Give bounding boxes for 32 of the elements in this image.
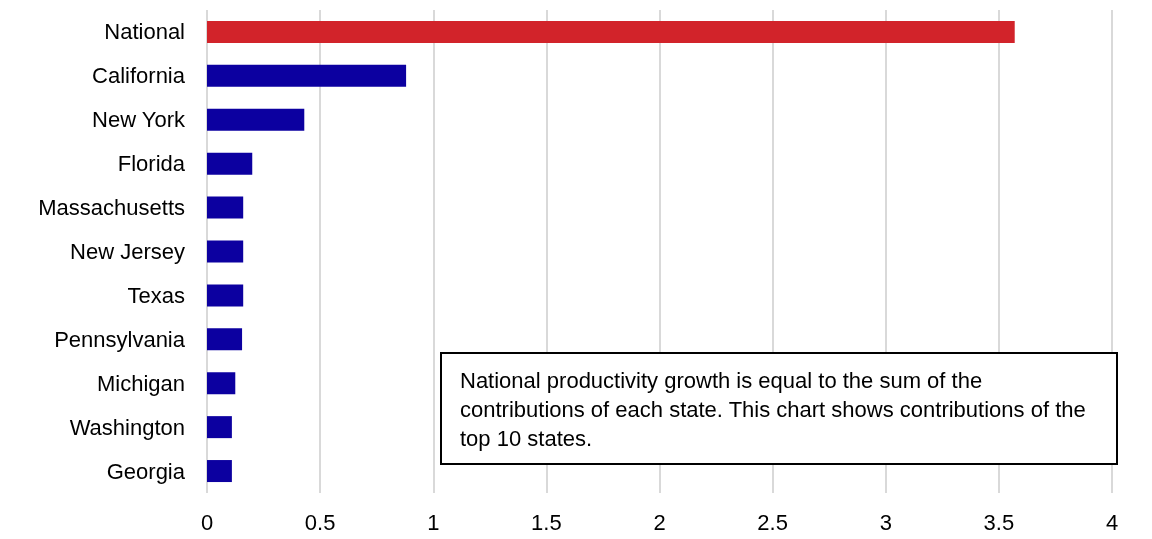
y-tick-label: Georgia	[106, 458, 186, 484]
y-tick-label: Massachusetts	[38, 195, 185, 221]
x-tick-label: 1.5	[531, 509, 562, 535]
x-tick-label: 1	[427, 509, 440, 535]
x-tick-label: 3	[879, 509, 892, 535]
x-tick-label: 0	[200, 509, 214, 535]
bar	[207, 152, 253, 175]
bar	[207, 284, 244, 307]
y-tick-label: Michigan	[96, 370, 185, 396]
y-tick-label: New York	[92, 107, 186, 133]
y-tick-label: Washington	[69, 414, 185, 440]
bar	[207, 108, 305, 131]
bar	[207, 240, 244, 263]
x-tick-label: 2.5	[757, 509, 788, 535]
x-tick-label: 4	[1105, 509, 1119, 535]
x-tick-label: 3.5	[983, 509, 1015, 535]
bar	[207, 416, 232, 439]
bar	[207, 20, 1015, 43]
y-tick-label: Pennsylvania	[54, 326, 186, 352]
bar	[207, 64, 407, 87]
bar	[207, 328, 243, 351]
y-tick-label: National	[104, 19, 185, 45]
annotation: National productivity growth is equal to the sum of the contributions of each state. This chart shows contributions of the top 10 states.	[460, 368, 1092, 451]
y-tick-label: New Jersey	[70, 239, 185, 264]
bar	[207, 372, 236, 395]
bar	[207, 196, 244, 219]
x-tick-label: 2	[653, 509, 666, 535]
y-tick-label: Florida	[117, 151, 186, 177]
y-tick-label: California	[92, 63, 186, 89]
y-tick-label: Texas	[127, 282, 185, 308]
x-tick-label: 0.5	[304, 509, 336, 535]
bar	[207, 460, 232, 483]
